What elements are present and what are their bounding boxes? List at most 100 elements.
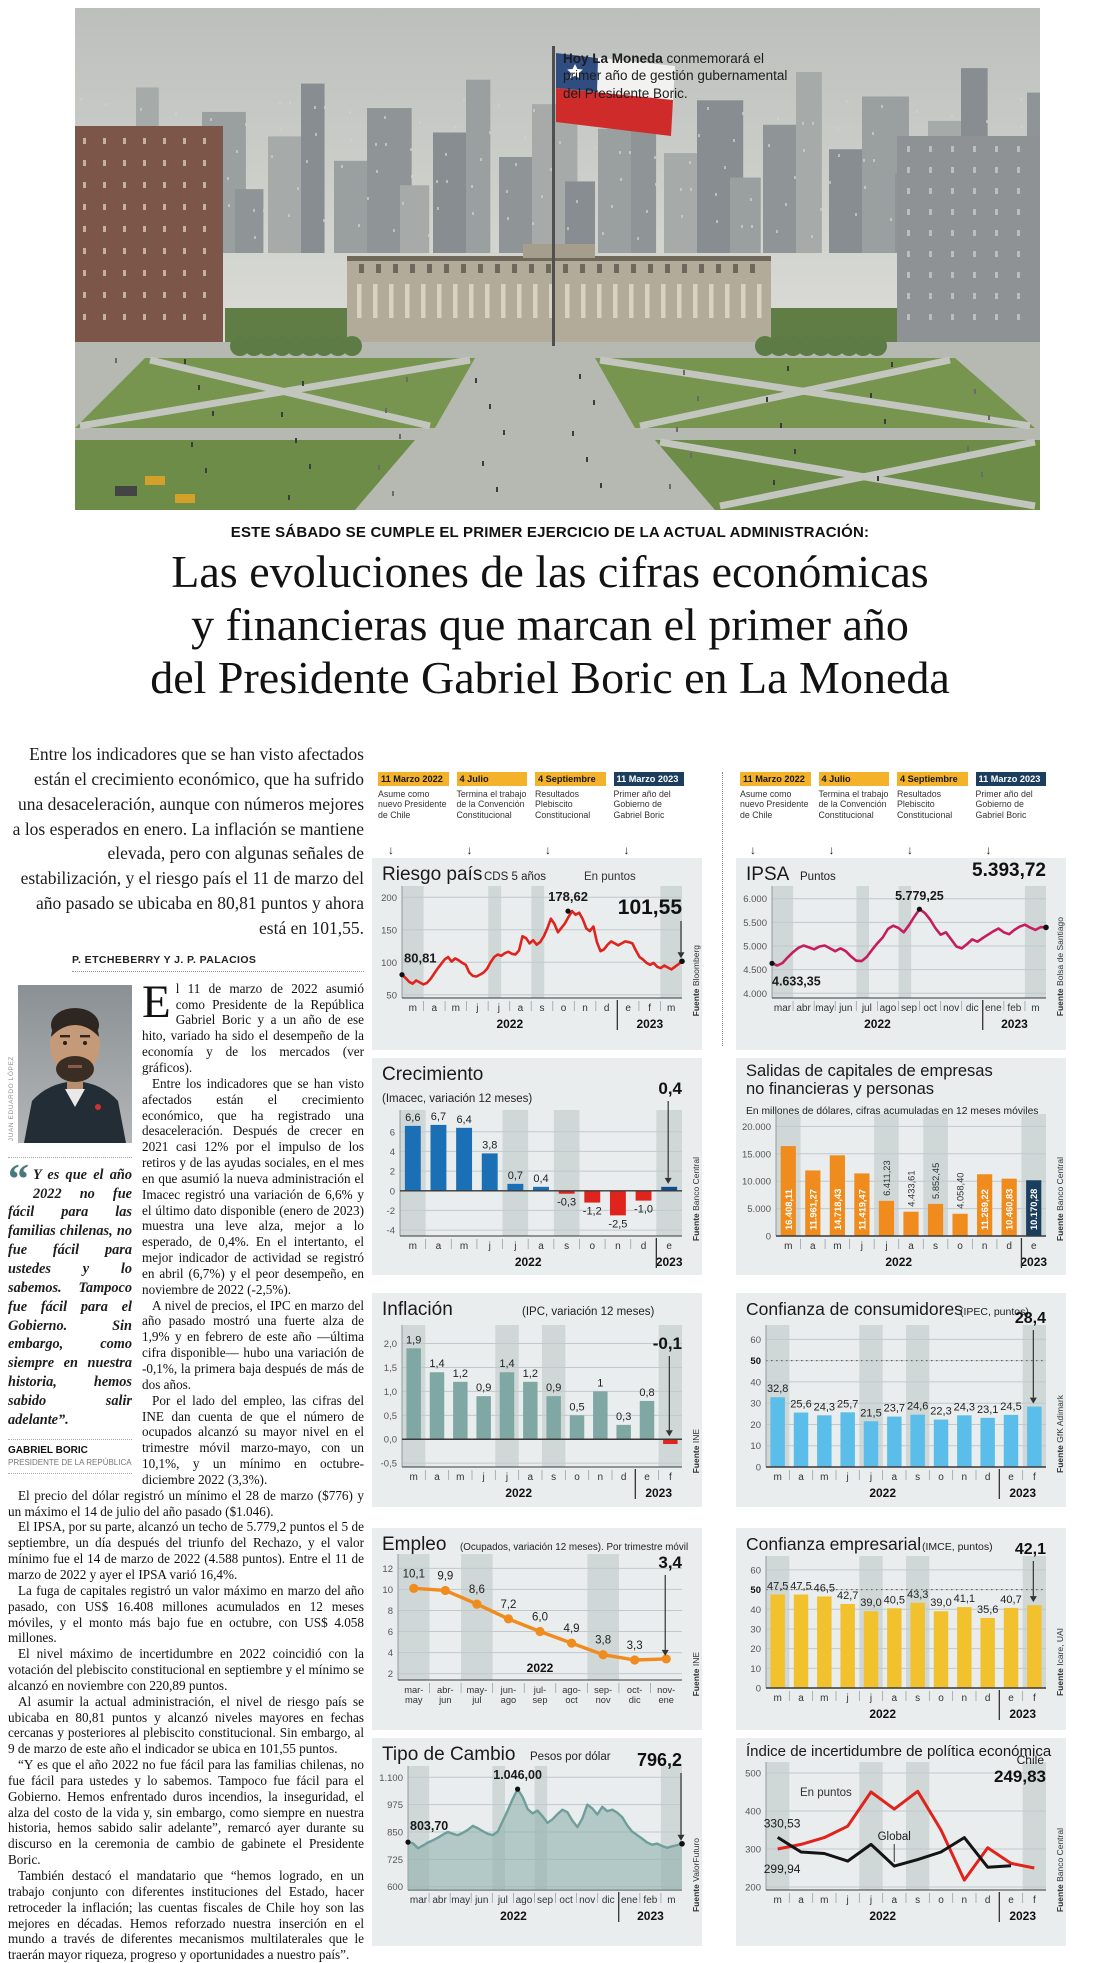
svg-text:d: d [985,1895,991,1906]
svg-text:m: m [773,1693,781,1704]
svg-text:a: a [892,1472,898,1483]
svg-text:abr: abr [796,1003,811,1014]
svg-text:-2: -2 [387,1206,395,1217]
svg-text:a: a [518,1003,524,1014]
svg-text:f: f [648,1003,651,1014]
chart-canvas: 12 10 8 6 4 2 Empleo (Ocupados, variación 12 me… [372,1528,702,1730]
svg-text:Confianza empresarial: Confianza empresarial [746,1534,921,1554]
timeline-event: 11 Marzo 2023 Primer año del Gobierno de … [975,772,1046,857]
svg-text:a: a [538,1241,544,1252]
svg-text:d: d [985,1693,991,1704]
svg-text:60: 60 [750,1335,761,1346]
timeline-date-chip: 4 Julio [818,772,889,786]
svg-text:32,8: 32,8 [767,1383,788,1395]
svg-text:s: s [551,1472,556,1483]
svg-text:abr: abr [432,1895,447,1906]
svg-text:6.000: 6.000 [743,894,767,905]
chart-canvas: 6 4 2 0 -2 -4 Crecimiento (Imacec, variación 12… [372,1058,702,1275]
svg-text:e: e [644,1472,650,1483]
svg-text:j: j [860,1241,863,1252]
chart-empleo: 12 10 8 6 4 2 Empleo (Ocupados, variación 12 me… [372,1528,702,1730]
svg-text:40: 40 [750,1605,761,1616]
svg-text:600: 600 [387,1882,403,1893]
source-label: Fuente INE [691,1428,701,1473]
svg-text:2022: 2022 [527,1661,554,1675]
svg-text:may: may [451,1895,470,1906]
chart-confianza-consumidores: 60 50 40 30 20 10 0 Confianza de consumidores (I… [736,1293,1066,1507]
timeline-date-chip: 4 Septiembre [535,772,606,786]
source-label: Fuente Bolsa de Santiago [1055,916,1065,1016]
article-paragraph: El IPSA, por su parte, alcanzó un techo … [8,1519,364,1582]
svg-text:(Ocupados, variación 12 meses): (Ocupados, variación 12 meses). Por trim… [460,1542,688,1553]
svg-text:e: e [666,1241,672,1252]
svg-text:24,5: 24,5 [1000,1401,1021,1413]
svg-text:150: 150 [381,925,397,936]
photo-caption-text: conmemorará el primer año de gestión gub… [563,51,788,101]
source-label: Fuente Icare, UAI [1055,1627,1065,1696]
svg-text:e: e [1031,1241,1037,1252]
svg-text:(IPC, variación 12 meses): (IPC, variación 12 meses) [522,1306,654,1318]
svg-text:d: d [641,1241,647,1252]
svg-text:may-: may- [467,1685,488,1695]
svg-text:1.046,00: 1.046,00 [493,1768,542,1782]
svg-text:j: j [497,1003,500,1014]
svg-text:ago: ago [501,1695,517,1705]
svg-text:40,7: 40,7 [1000,1594,1021,1606]
svg-text:jul: jul [861,1003,872,1014]
down-arrow-icon: ↓ [985,843,992,857]
svg-text:0,5: 0,5 [569,1401,584,1413]
svg-text:jun-: jun- [500,1685,517,1695]
svg-text:n: n [962,1895,968,1906]
down-arrow-icon: ↓ [828,843,835,857]
svg-text:s: s [915,1895,920,1906]
svg-text:n: n [982,1241,988,1252]
svg-text:6,4: 6,4 [456,1114,471,1126]
down-arrow-icon: ↓ [466,843,473,857]
svg-text:3,4: 3,4 [658,1553,682,1572]
timeline-event: 11 Marzo 2022 Asume como nuevo Presidente… [378,772,449,856]
svg-text:Chile: Chile [1017,1753,1045,1767]
svg-text:11.419,47: 11.419,47 [857,1189,867,1230]
chart-canvas: 6.000 5.500 5.000 4.500 4.000 IPSA Puntos mar ab… [736,858,1066,1050]
svg-text:m: m [452,1003,460,1014]
svg-text:jun: jun [474,1895,488,1906]
la-moneda-aerial-photo [75,8,1040,510]
quote-text: Y es que el año 2022 no fue fácil para l… [8,1166,132,1428]
svg-text:m: m [667,1895,675,1906]
svg-text:10: 10 [750,1664,761,1675]
svg-text:25,7: 25,7 [837,1398,858,1410]
svg-text:s: s [564,1241,569,1252]
svg-text:Pesos por dólar: Pesos por dólar [530,1751,611,1763]
svg-text:2022: 2022 [496,1017,523,1031]
svg-text:39,0: 39,0 [860,1597,881,1609]
svg-text:-0,5: -0,5 [381,1459,397,1470]
svg-text:11.269,22: 11.269,22 [980,1189,990,1230]
svg-text:975: 975 [387,1800,403,1811]
timeline-date-chip: 4 Septiembre [897,772,968,786]
svg-text:30: 30 [750,1624,761,1635]
svg-text:39,0: 39,0 [930,1597,951,1609]
svg-text:j: j [869,1693,872,1704]
svg-text:1,2: 1,2 [523,1368,538,1380]
svg-text:0: 0 [766,1232,771,1243]
svg-text:d: d [985,1472,991,1483]
svg-text:ene: ene [621,1895,638,1906]
portrait-illustration [18,984,132,1143]
svg-text:a: a [798,1895,804,1906]
svg-text:Riesgo país: Riesgo país [382,864,482,885]
svg-text:a: a [436,1241,442,1252]
svg-text:s: s [540,1003,545,1014]
headline-line-1: Las evoluciones de las cifras económicas [171,546,929,597]
svg-text:20: 20 [750,1420,761,1431]
timeline-date-chip: 4 Julio [456,772,527,786]
chart-canvas: 2,0 1,5 1,0 0,5 0,0 -0,5 Inflación (IPC, variac… [372,1293,702,1507]
svg-text:2: 2 [390,1167,395,1178]
svg-text:m: m [460,1241,468,1252]
svg-text:j: j [488,1241,491,1252]
svg-text:0,5: 0,5 [384,1411,397,1422]
byline: P. ETCHEBERRY Y J. P. PALACIOS [72,954,364,972]
svg-text:sep-: sep- [594,1685,612,1695]
svg-text:dic: dic [602,1895,615,1906]
svg-text:4.500: 4.500 [743,965,767,976]
svg-text:10: 10 [750,1441,761,1452]
